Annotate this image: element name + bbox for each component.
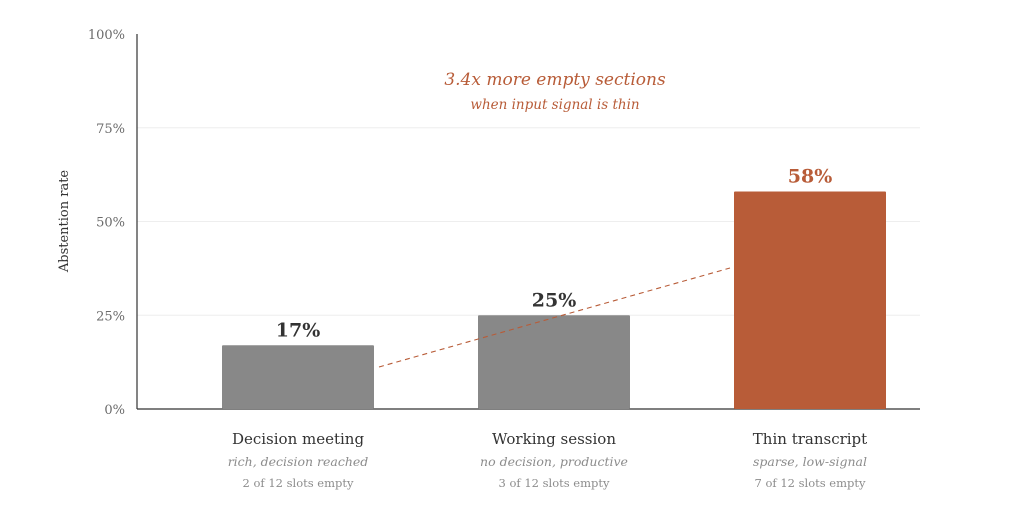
y-tick-label: 75% xyxy=(96,122,125,137)
category-label: Working session xyxy=(492,430,616,448)
data-label: 58% xyxy=(788,166,833,188)
bar-2 xyxy=(734,191,886,409)
annotation-subtitle: when input signal is thin xyxy=(470,97,639,113)
bars xyxy=(222,191,886,409)
category-subtitle: sparse, low-signal xyxy=(753,454,867,469)
bar-1 xyxy=(478,315,630,409)
trend-line-group xyxy=(378,267,731,368)
data-label: 25% xyxy=(532,289,577,311)
y-tick-label: 25% xyxy=(96,309,125,324)
category-label: Decision meeting xyxy=(232,430,365,448)
y-tick-label: 100% xyxy=(88,28,125,43)
category-slots: 7 of 12 slots empty xyxy=(755,476,866,490)
y-tick-label: 50% xyxy=(96,216,125,231)
y-axis-title: Abstention rate xyxy=(57,170,72,274)
labels: 0% 25% 50% 75% 100% 17% Decision meeting rich, … xyxy=(88,28,867,490)
bar-0 xyxy=(222,345,374,409)
data-label: 17% xyxy=(276,319,321,341)
category-subtitle: rich, decision reached xyxy=(228,454,369,469)
category-label: Thin transcript xyxy=(753,430,867,448)
category-slots: 2 of 12 slots empty xyxy=(243,476,354,490)
annotation-title: 3.4x more empty sections xyxy=(444,70,666,90)
trend-line xyxy=(378,267,731,368)
category-subtitle: no decision, productive xyxy=(480,454,628,469)
y-tick-label: 0% xyxy=(104,403,125,418)
category-slots: 3 of 12 slots empty xyxy=(499,476,610,490)
